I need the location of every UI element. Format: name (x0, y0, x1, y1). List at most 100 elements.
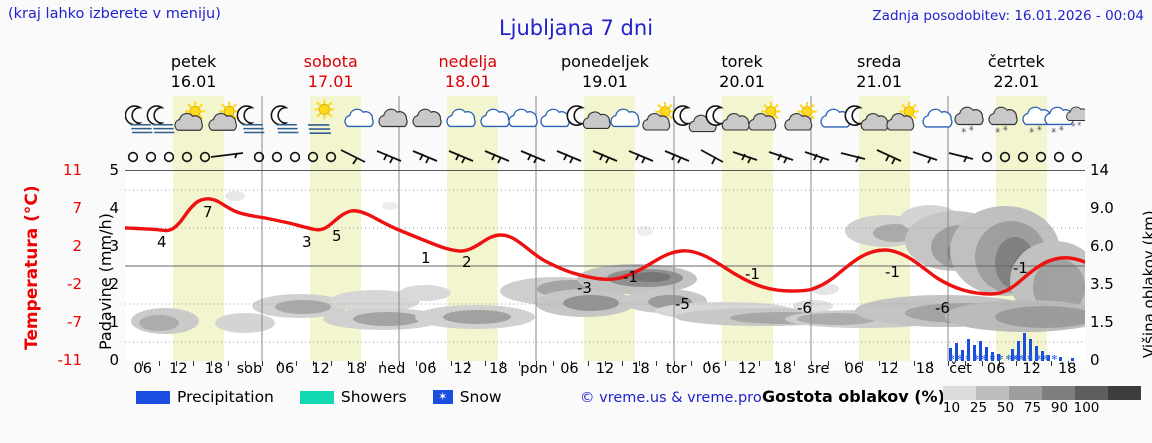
copyright-label[interactable]: © vreme.us & vreme.pro (580, 390, 762, 406)
x-label: 18 (489, 361, 508, 377)
cloud-density-legend-title: Gostota oblakov (%) (762, 387, 945, 406)
temp-label: 4 (157, 233, 167, 251)
cloudheight-axis-ticks: 14 9.0 6.0 3.5 1.5 0 (1090, 161, 1124, 369)
x-label: 06 (275, 361, 295, 377)
cloud-tick: 14 (1090, 161, 1110, 179)
cloud-scale-swatch (976, 386, 1009, 400)
temp-label: 3 (302, 233, 312, 251)
precipitation-swatch (136, 390, 170, 404)
snow-swatch: ✶ (432, 390, 453, 404)
day-column-petek: petek 16.01 (125, 52, 262, 94)
precipitation-bars (949, 333, 1074, 361)
cloud-tick: 0 (1090, 351, 1100, 369)
weather-icon-strip: ✳✳ (125, 96, 1085, 148)
x-label: sre (807, 361, 830, 377)
cloud-scale-label: 10 (942, 400, 961, 416)
x-label: 18 (631, 361, 650, 377)
x-label: 06 (702, 361, 721, 377)
x-label: 06 (133, 361, 152, 377)
cloud-scale-swatch (943, 386, 976, 400)
page-title: Ljubljana 7 dni (498, 16, 654, 40)
temp-label: 1 (421, 249, 431, 267)
temp-label: -1 (1013, 259, 1028, 277)
day-date: 17.01 (307, 72, 354, 91)
legend-label-showers: Showers (340, 388, 407, 406)
temp-tick: 7 (72, 199, 82, 217)
x-label: 18 (346, 361, 366, 377)
precip-tick: 0 (109, 351, 119, 369)
precip-tick: 3 (109, 237, 119, 255)
temp-label: 2 (462, 253, 472, 271)
snow-markers: ✻ ✻ ✻ ✻ ✻ ✻ ✻ ✻ ✻ ✻ ✻ ✻ ✻ ✻ ✻ (949, 354, 1057, 361)
location-menu-hint[interactable]: (kraj lahko izberete v meniju) (8, 6, 221, 22)
x-label: sob (236, 361, 263, 377)
x-label: 06 (560, 361, 579, 377)
temp-tick: -7 (67, 313, 82, 331)
x-label: 18 (1057, 361, 1077, 377)
cloud-scale-label: 100 (1073, 400, 1100, 416)
day-column-cetrtek: četrtek 22.01 (948, 52, 1085, 94)
day-date: 19.01 (582, 72, 628, 91)
cloud-tick: 9.0 (1090, 199, 1114, 217)
wind-barbs-svg (125, 148, 1085, 170)
forecast-graph: ✻ ✻ ✻ ✻ ✻ ✻ ✻ ✻ ✻ ✻ ✻ ✻ ✻ ✻ ✻ 4 7 3 5 1 … (125, 170, 1085, 362)
temp-tick: -2 (67, 275, 82, 293)
legend-item-showers: Showers (299, 388, 407, 406)
x-label: 18 (204, 361, 224, 377)
x-label: 06 (986, 361, 1006, 377)
day-name: sobota (303, 52, 358, 71)
day-name: sreda (857, 52, 902, 71)
x-label: pon (520, 361, 548, 377)
cloud-scale-swatch (1009, 386, 1042, 400)
day-column-ponedeljek: ponedeljek 19.01 (536, 52, 673, 94)
precip-tick: 2 (109, 275, 119, 293)
day-header-row: petek 16.01 sobota 17.01 nedelja 18.01 p… (125, 52, 1085, 94)
x-label: 18 (773, 361, 792, 377)
svg-text:✻ ✻ ✻ ✻ ✻ ✻: ✻ ✻ ✻ ✻ ✻ ✻ (1011, 354, 1057, 361)
day-name: četrtek (987, 52, 1045, 71)
day-name: nedelja (438, 52, 498, 71)
gridlines (125, 189, 1085, 343)
x-label: 12 (169, 361, 188, 377)
x-label: 12 (595, 361, 615, 377)
temp-label: 7 (203, 203, 213, 221)
showers-swatch (299, 390, 334, 404)
last-update-label: Zadnja posodobitev: 16.01.2026 - 00:04 (872, 8, 1144, 24)
cloud-density-shading (131, 191, 1085, 334)
day-date: 21.01 (856, 72, 903, 91)
x-label: 12 (311, 361, 330, 377)
day-date: 22.01 (993, 72, 1040, 91)
cloud-scale-label: 25 (969, 400, 988, 416)
x-label: ned (377, 361, 406, 377)
temp-label: -6 (797, 299, 812, 317)
legend-label-precipitation: Precipitation (177, 388, 274, 406)
x-label: 06 (417, 361, 437, 377)
day-column-sobota: sobota 17.01 (262, 52, 399, 94)
wind-calm-circles-right (981, 151, 1083, 163)
cloudheight-axis-title: Višina oblakov (km) (1140, 210, 1152, 358)
x-label: tor (665, 361, 687, 377)
day-column-torek: torek 20.01 (674, 52, 811, 94)
precipitation-axis-ticks: 5 4 3 2 1 0 (101, 161, 119, 369)
precip-tick: 4 (109, 199, 119, 217)
temperature-curve (125, 197, 1085, 296)
cloud-scale-label: 90 (1050, 400, 1069, 416)
wind-barb-strip (125, 148, 1085, 170)
cloud-scale-swatch (1042, 386, 1075, 400)
forecast-graph-svg: ✻ ✻ ✻ ✻ ✻ ✻ ✻ ✻ ✻ ✻ ✻ ✻ ✻ ✻ ✻ 4 7 3 5 1 … (125, 171, 1085, 361)
cloud-density-scale (943, 386, 1141, 400)
x-label: 18 (915, 361, 935, 377)
temp-tick: 11 (62, 161, 82, 179)
wind-barbs-group (340, 149, 974, 165)
temp-label: -3 (577, 279, 592, 297)
x-label: čet (949, 361, 972, 377)
day-date: 16.01 (170, 72, 217, 91)
temp-label: -1 (745, 265, 760, 283)
x-axis-labels: 06 12 18 sob 06 12 18 ned 06 12 18 pon 06 12 18 tor 06 12… (125, 361, 1085, 383)
cloud-scale-label: 50 (996, 400, 1015, 416)
temp-tick: -11 (57, 351, 83, 369)
day-dividers (261, 171, 949, 361)
cloud-tick: 3.5 (1090, 275, 1114, 293)
cloud-scale-swatch (1108, 386, 1141, 400)
day-name: ponedeljek (560, 52, 649, 71)
